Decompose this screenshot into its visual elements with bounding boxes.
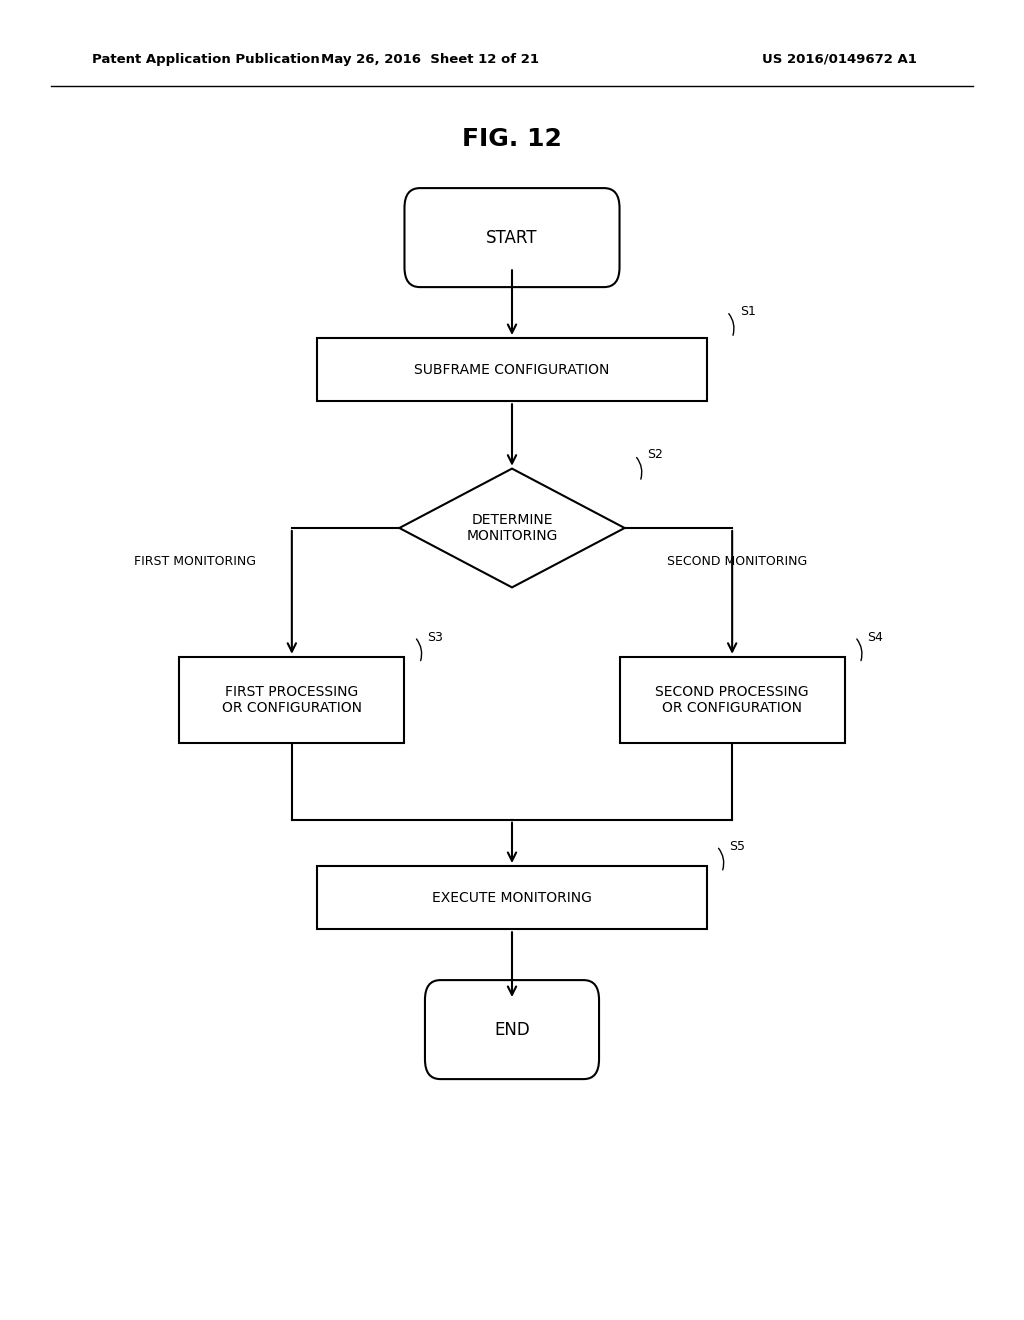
Text: START: START <box>486 228 538 247</box>
Text: S4: S4 <box>867 631 884 644</box>
Text: S2: S2 <box>647 447 664 461</box>
FancyBboxPatch shape <box>404 189 620 288</box>
Text: S3: S3 <box>427 631 443 644</box>
FancyBboxPatch shape <box>425 979 599 1080</box>
Text: SECOND MONITORING: SECOND MONITORING <box>668 554 807 568</box>
Text: Patent Application Publication: Patent Application Publication <box>92 53 319 66</box>
Text: FIRST MONITORING: FIRST MONITORING <box>133 554 256 568</box>
Text: US 2016/0149672 A1: US 2016/0149672 A1 <box>762 53 918 66</box>
Text: S1: S1 <box>740 305 757 318</box>
Bar <box>620 657 845 742</box>
Polygon shape <box>399 469 625 587</box>
Bar <box>317 866 707 929</box>
Text: FIRST PROCESSING
OR CONFIGURATION: FIRST PROCESSING OR CONFIGURATION <box>222 685 361 714</box>
Text: DETERMINE
MONITORING: DETERMINE MONITORING <box>466 513 558 543</box>
Text: May 26, 2016  Sheet 12 of 21: May 26, 2016 Sheet 12 of 21 <box>322 53 539 66</box>
Bar <box>317 338 707 401</box>
Text: EXECUTE MONITORING: EXECUTE MONITORING <box>432 891 592 904</box>
Text: SECOND PROCESSING
OR CONFIGURATION: SECOND PROCESSING OR CONFIGURATION <box>655 685 809 714</box>
Text: FIG. 12: FIG. 12 <box>462 127 562 150</box>
Text: SUBFRAME CONFIGURATION: SUBFRAME CONFIGURATION <box>415 363 609 376</box>
Bar <box>179 657 404 742</box>
Text: END: END <box>495 1020 529 1039</box>
Text: S5: S5 <box>729 840 745 853</box>
